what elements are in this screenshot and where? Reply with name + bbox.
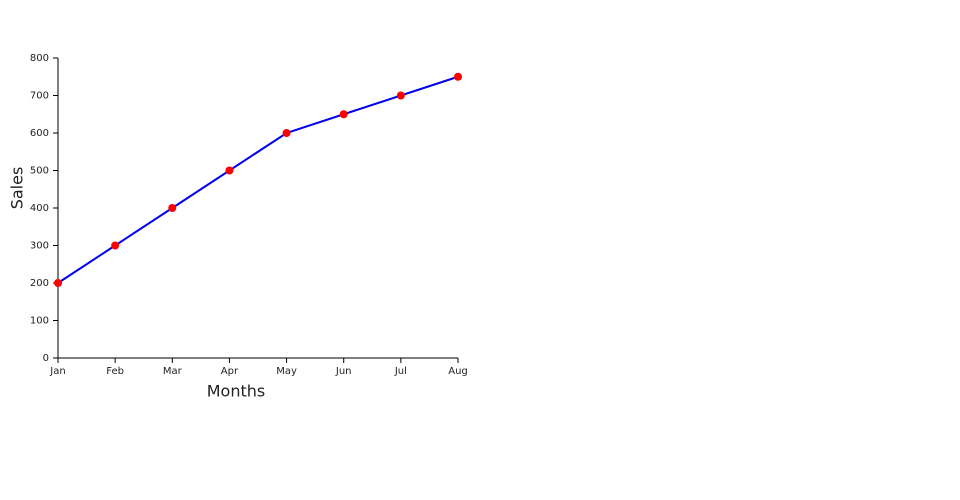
y-tick-label: 400 [30,203,49,214]
line [57,75,459,284]
x-tick-label: Jun [335,366,352,377]
marker [454,72,462,81]
marker [168,204,177,212]
x-tick-label: Jan [49,366,65,377]
y-tick-label: 200 [30,278,49,289]
marker [54,279,62,287]
marker [111,241,120,250]
x-tick-label: Jul [394,366,407,377]
x-axis-title: Months [207,382,265,401]
y-tick-label: 0 [43,353,49,364]
x-tick-label: Apr [221,366,239,377]
y-tick-label: 500 [30,166,49,177]
x-tick-label: Mar [163,366,183,377]
marker [339,110,348,119]
x-tick-label: Feb [106,366,124,377]
y-tick-label: 100 [30,316,49,327]
y-tick-label: 600 [30,128,49,139]
x-tick-label: Aug [448,366,468,377]
y-tick-label: 300 [30,241,49,252]
y-axis-title: Sales [8,167,27,210]
marker [282,129,291,137]
y-tick-label: 800 [30,53,49,64]
marker [396,91,405,100]
marker [225,166,234,175]
x-tick-label: May [276,366,297,377]
y-tick-label: 700 [30,91,49,102]
